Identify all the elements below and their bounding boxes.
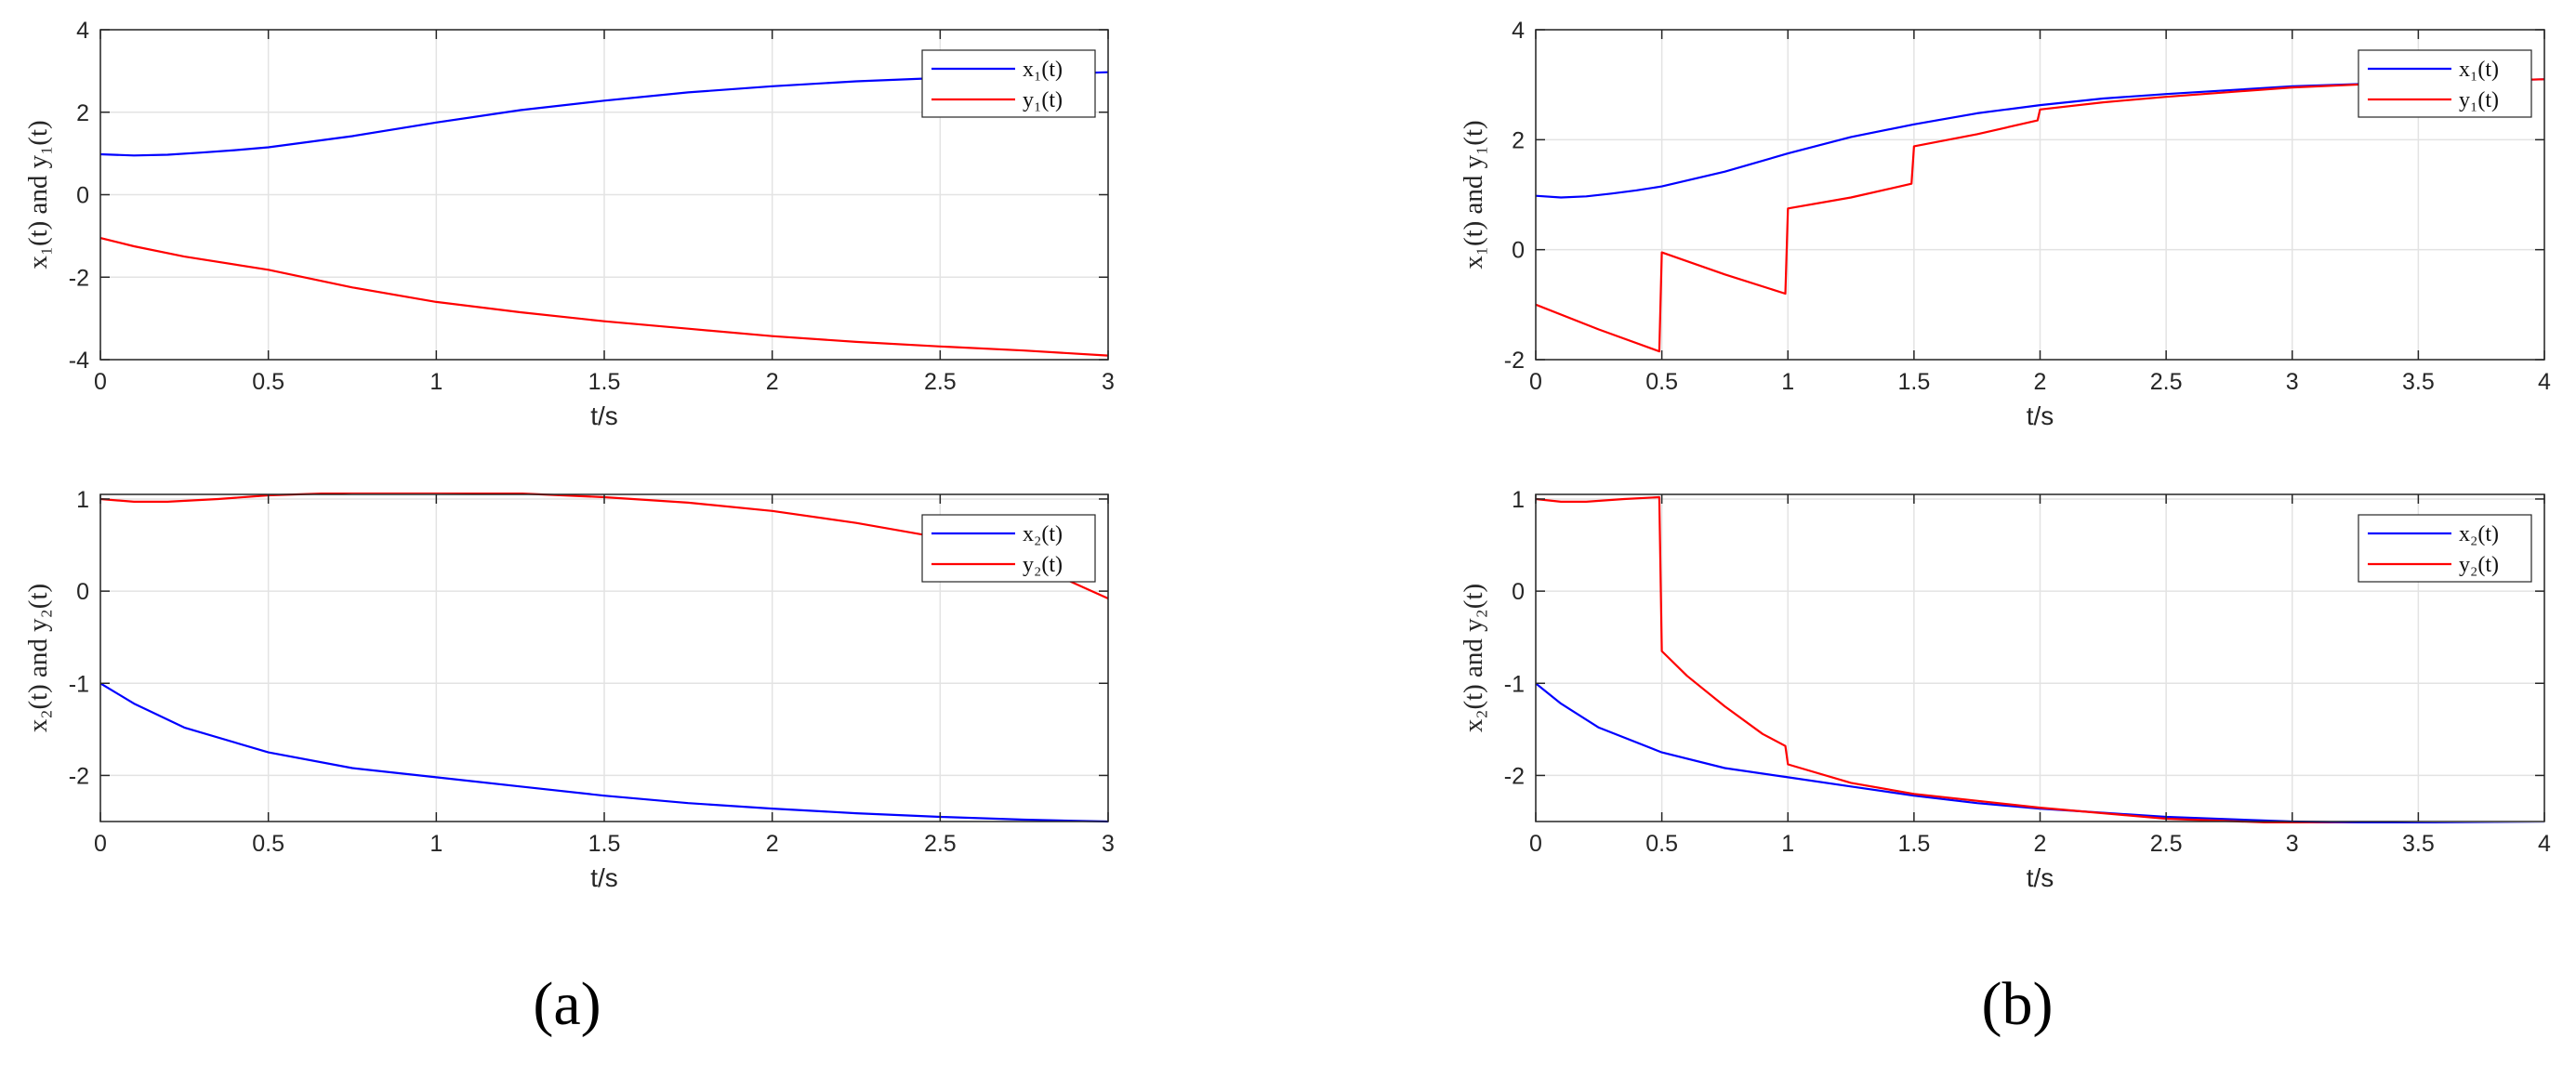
legend-entry-2: y₂(t) [1023, 553, 1063, 577]
x-tick-label: 2.5 [924, 369, 957, 395]
y-axis-label: x₂(t) and y₂(t) [1459, 584, 1488, 732]
legend: x₂(t) y₂(t) [2358, 514, 2532, 583]
x-tick-label: 4 [2538, 831, 2551, 857]
x-tick-label: 2.5 [2150, 831, 2183, 857]
legend: x₁(t) y₁(t) [2358, 49, 2532, 118]
series-line-1 [100, 71, 1108, 157]
x-axis-label: t/s [590, 401, 618, 430]
legend-box [921, 514, 1096, 583]
x-tick-label: 2 [766, 831, 779, 857]
legend-entry-2: y₁(t) [1023, 88, 1063, 112]
x-tick-label: 0 [1529, 369, 1542, 395]
y-axis-label: x₂(t) and y₂(t) [23, 584, 53, 732]
x-axis-label: t/s [2027, 863, 2054, 892]
y-tick-label: 1 [76, 487, 89, 513]
x-tick-label: 1.5 [1897, 831, 1930, 857]
legend-entry-1: x₁(t) [2459, 58, 2499, 82]
x-tick-label: 0 [1529, 831, 1542, 857]
y-tick-label: 2 [76, 100, 89, 126]
y-tick-label: 0 [76, 183, 89, 209]
x-tick-label: 0.5 [252, 831, 284, 857]
series-line-2 [100, 237, 1108, 357]
x-tick-label: 3 [1102, 831, 1115, 857]
series-line-2 [100, 493, 1108, 600]
x-tick-label: 1 [1781, 831, 1794, 857]
x-tick-label: 1 [1781, 369, 1794, 395]
legend-entry-2: y₂(t) [2459, 553, 2499, 577]
x-tick-label: 1.5 [1897, 369, 1930, 395]
y-tick-label: 0 [76, 579, 89, 605]
legend-box [2358, 514, 2532, 583]
x-axis-label: t/s [590, 863, 618, 892]
legend: x₁(t) y₁(t) [921, 49, 1096, 118]
y-tick-label: -2 [1504, 763, 1525, 789]
legend-box [2358, 49, 2532, 118]
legend-box [921, 49, 1096, 118]
x-tick-label: 0.5 [1645, 369, 1678, 395]
y-tick-label: 4 [76, 18, 89, 44]
x-tick-label: 2.5 [2150, 369, 2183, 395]
y-tick-label: 1 [1512, 487, 1525, 513]
x-tick-label: 3 [2286, 831, 2299, 857]
series-line-2 [1536, 78, 2544, 353]
y-tick-label: -2 [69, 265, 89, 291]
x-tick-label: 2 [2034, 831, 2047, 857]
series-line-1 [100, 682, 1108, 823]
x-tick-label: 4 [2538, 369, 2551, 395]
x-tick-label: 3.5 [2402, 369, 2435, 395]
x-tick-label: 3 [1102, 369, 1115, 395]
legend: x₂(t) y₂(t) [921, 514, 1096, 583]
y-tick-label: -1 [69, 671, 89, 697]
chart-b-bottom: 0 0.5 1 1.5 2 2.5 3 3.5 4 -2 -1 0 1 t/s x₂(t) and y₂(t… [1459, 487, 2551, 892]
x-tick-label: 3 [2286, 369, 2299, 395]
panel-label-b: (b) [1982, 970, 2054, 1038]
y-tick-label: -2 [1504, 348, 1525, 374]
x-tick-label: 1 [429, 369, 443, 395]
x-tick-label: 1.5 [588, 369, 621, 395]
panel-label-a: (a) [533, 970, 601, 1038]
legend-entry-1: x₁(t) [1023, 58, 1063, 82]
x-tick-label: 0.5 [1645, 831, 1678, 857]
y-tick-label: -1 [1504, 671, 1525, 697]
legend-entry-1: x₂(t) [2459, 522, 2499, 546]
x-tick-label: 0 [94, 369, 107, 395]
legend-entry-1: x₂(t) [1023, 522, 1063, 546]
x-tick-label: 0.5 [252, 369, 284, 395]
x-tick-label: 2 [2034, 369, 2047, 395]
y-tick-label: -4 [69, 348, 89, 374]
y-tick-label: 0 [1512, 579, 1525, 605]
x-tick-label: 1.5 [588, 831, 621, 857]
y-axis-label: x₁(t) and y₁(t) [1459, 120, 1488, 269]
x-tick-label: 3.5 [2402, 831, 2435, 857]
y-tick-label: 0 [1512, 238, 1525, 264]
series-line-1 [1536, 682, 2544, 823]
y-tick-label: 4 [1512, 18, 1525, 44]
chart-a-top: 0 0.5 1 1.5 2 2.5 3 -4 -2 0 2 4 t/s x₁(t) and y₁(t) x₁… [23, 18, 1115, 430]
y-tick-label: -2 [69, 763, 89, 789]
series-line-1 [1536, 78, 2544, 199]
y-tick-label: 2 [1512, 127, 1525, 153]
x-tick-label: 1 [429, 831, 443, 857]
x-tick-label: 2 [766, 369, 779, 395]
y-axis-label: x₁(t) and y₁(t) [23, 120, 53, 269]
x-tick-label: 2.5 [924, 831, 957, 857]
x-axis-label: t/s [2027, 401, 2054, 430]
legend-entry-2: y₁(t) [2459, 88, 2499, 112]
x-tick-label: 0 [94, 831, 107, 857]
chart-a-bottom: 0 0.5 1 1.5 2 2.5 3 -2 -1 0 1 t/s x₂(t) and y₂(t) x₂(… [23, 487, 1115, 892]
series-line-2 [1536, 495, 2362, 823]
